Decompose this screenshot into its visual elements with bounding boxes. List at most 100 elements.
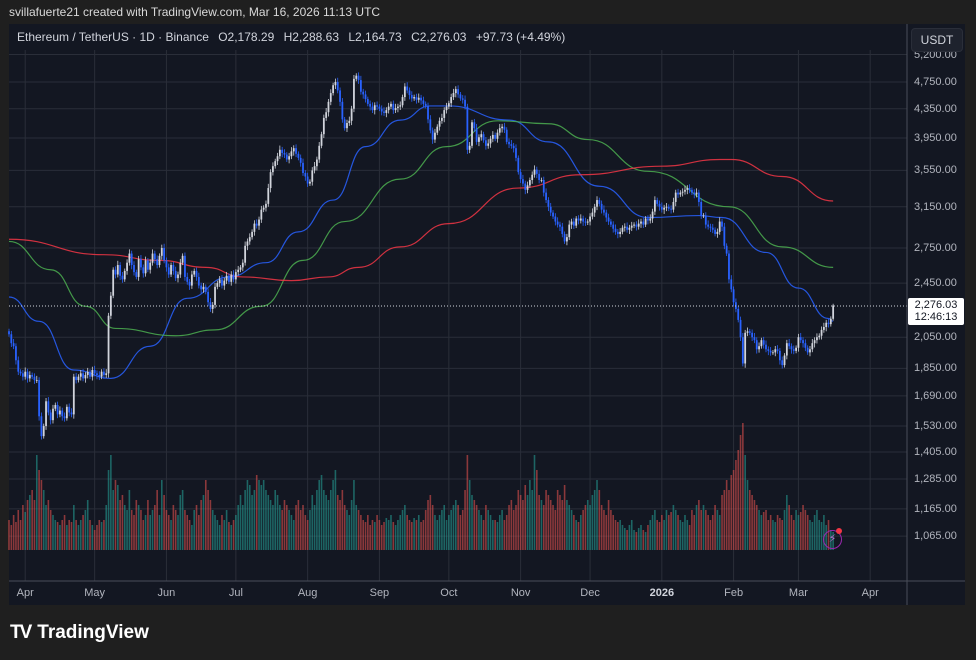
volume-bar: [420, 522, 422, 550]
candle: [688, 184, 691, 194]
volume-bar: [126, 510, 128, 550]
volume-bar: [498, 515, 501, 550]
volume-bar: [323, 490, 325, 550]
volume-bar: [802, 505, 804, 550]
volume-bar: [253, 490, 256, 550]
candle: [616, 228, 619, 239]
volume-bar: [487, 510, 490, 550]
candle: [116, 260, 119, 278]
volume-bar: [667, 515, 670, 550]
volume-bar: [364, 522, 367, 550]
candle: [651, 208, 654, 223]
candle: [704, 212, 707, 229]
candle: [65, 404, 68, 421]
candle-body: [174, 270, 177, 279]
candle-body: [598, 200, 601, 204]
candle-body: [526, 185, 529, 190]
volume-bar: [545, 490, 547, 550]
candle-body: [501, 126, 503, 129]
volume-bar: [591, 495, 594, 550]
volume-bar: [276, 495, 279, 550]
volume-bar: [123, 505, 126, 550]
candle-body: [385, 110, 388, 113]
candle: [540, 177, 543, 183]
volume-bar: [100, 522, 103, 550]
volume-bar: [767, 520, 770, 550]
candle: [714, 227, 716, 237]
candle-body: [158, 255, 161, 266]
candle-body: [59, 410, 61, 415]
candle-body: [285, 154, 288, 160]
volume-bar: [654, 510, 656, 550]
candle-body: [746, 331, 749, 333]
candle-body: [216, 283, 219, 287]
candle: [795, 345, 797, 354]
candle: [401, 94, 404, 108]
candle-body: [103, 371, 105, 376]
price-tick-label: 2,750.00: [914, 241, 957, 254]
volume-bar: [450, 510, 452, 550]
candle: [350, 105, 353, 126]
volume-bar: [480, 515, 483, 550]
volume-bar: [133, 515, 135, 550]
volume-bar: [346, 510, 348, 550]
currency-button[interactable]: USDT: [911, 28, 963, 52]
candle-body: [137, 259, 140, 277]
volume-bar: [779, 518, 781, 550]
candle-body: [65, 406, 68, 419]
candle-body: [825, 322, 828, 328]
candle: [642, 217, 645, 228]
candle: [272, 162, 274, 176]
candle-body: [570, 221, 573, 225]
candle: [494, 132, 497, 142]
candle: [209, 298, 212, 312]
candle-body: [61, 410, 64, 417]
candle-body: [200, 285, 203, 290]
volume-bar: [552, 505, 554, 550]
ohlc-open: O2,178.29: [218, 30, 275, 44]
candle-body: [704, 215, 707, 225]
candle-body: [332, 85, 334, 94]
lightning-bolt-icon[interactable]: ⚡︎: [823, 530, 842, 549]
candle-body: [533, 169, 536, 175]
symbol-name[interactable]: Ethereum / TetherUS · 1D · Binance: [17, 30, 209, 44]
candle-body: [246, 241, 249, 246]
candle-body: [510, 144, 513, 146]
volume-bar: [350, 500, 353, 550]
candle: [33, 373, 36, 384]
candle: [248, 233, 251, 245]
volume-bar: [339, 500, 341, 550]
volume-bar: [760, 515, 763, 550]
volume-bar: [684, 515, 686, 550]
volume-bar: [559, 495, 561, 550]
volume-bar: [679, 520, 682, 550]
candle-body: [589, 216, 591, 222]
volume-bar: [575, 520, 577, 550]
candle: [480, 130, 483, 141]
candle-body: [447, 103, 450, 107]
candle-body: [239, 267, 242, 270]
volume-bar: [107, 470, 110, 550]
candle: [670, 205, 672, 214]
candle-body: [718, 221, 721, 232]
volume-bar: [19, 520, 22, 550]
volume-bar: [688, 525, 691, 550]
candle: [653, 196, 656, 215]
candle-body: [135, 272, 138, 277]
candle: [49, 409, 52, 425]
candle-body: [72, 376, 75, 415]
candle-body: [600, 203, 603, 210]
candle: [373, 102, 376, 115]
candle: [491, 131, 494, 143]
candle-body: [190, 274, 193, 286]
candle-body: [313, 166, 316, 171]
candle-body: [52, 408, 54, 421]
candle-body: [741, 337, 744, 364]
candle: [832, 303, 835, 321]
candle: [327, 98, 330, 117]
candle: [184, 252, 186, 281]
candle-body: [49, 412, 52, 421]
candle: [357, 72, 360, 84]
volume-bar: [607, 500, 610, 550]
